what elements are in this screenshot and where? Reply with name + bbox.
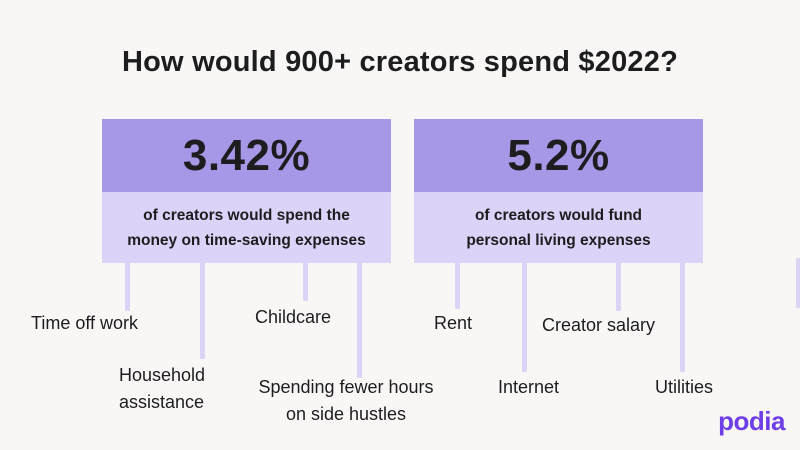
living-expenses-card: 5.2% of creators would fund personal liv… <box>414 119 703 263</box>
expense-label: Creator salary <box>542 315 656 335</box>
connector-internet <box>522 263 527 372</box>
expense-label: Childcare <box>255 307 332 327</box>
time-saving-percent: 3.42% <box>182 130 311 180</box>
card-description: of creators would fund personal living e… <box>414 192 703 263</box>
time-saving-card: 3.42% of creators would spend the money … <box>102 119 391 263</box>
expense-label: Utilities <box>655 377 714 397</box>
connector-creator-salary <box>616 263 621 311</box>
description-line: of creators would spend the <box>143 206 350 224</box>
expense-utilities: Utilities <box>655 374 713 401</box>
connector-household-assistance <box>200 263 205 359</box>
expense-rent: Rent <box>434 310 472 337</box>
expense-label: Household <box>119 365 206 385</box>
page-title: How would 900+ creators spend $2022? <box>122 46 678 78</box>
podia-logo: podia <box>718 406 785 436</box>
edge-tab <box>796 258 800 308</box>
description-line: of creators would fund <box>474 206 643 224</box>
connector-rent <box>455 263 460 309</box>
card-header: 5.2% <box>414 119 703 192</box>
connector-childcare <box>303 263 308 301</box>
expense-label: Time off work <box>31 313 139 333</box>
expense-label: Spending fewer hours <box>258 377 434 397</box>
expense-label: Rent <box>434 313 473 333</box>
expense-childcare: Childcare <box>255 304 331 331</box>
description-line: personal living expenses <box>466 231 651 249</box>
expense-creator-salary: Creator salary <box>542 312 655 339</box>
expense-household-assistance: Household assistance <box>119 362 205 416</box>
expense-time-off-work: Time off work <box>31 310 138 337</box>
expense-internet: Internet <box>498 374 559 401</box>
expense-label: assistance <box>119 392 205 412</box>
expense-label: Internet <box>498 377 560 397</box>
description-line: money on time-saving expenses <box>127 231 366 249</box>
expense-side-hustles: Spending fewer hours on side hustles <box>247 374 445 428</box>
living-expenses-percent: 5.2% <box>507 130 610 180</box>
connector-time-off-work <box>125 263 130 311</box>
card-header: 3.42% <box>102 119 391 192</box>
expense-label: on side hustles <box>285 404 407 424</box>
connector-side-hustles <box>357 263 362 378</box>
connector-utilities <box>680 263 685 372</box>
card-description: of creators would spend the money on tim… <box>102 192 391 263</box>
